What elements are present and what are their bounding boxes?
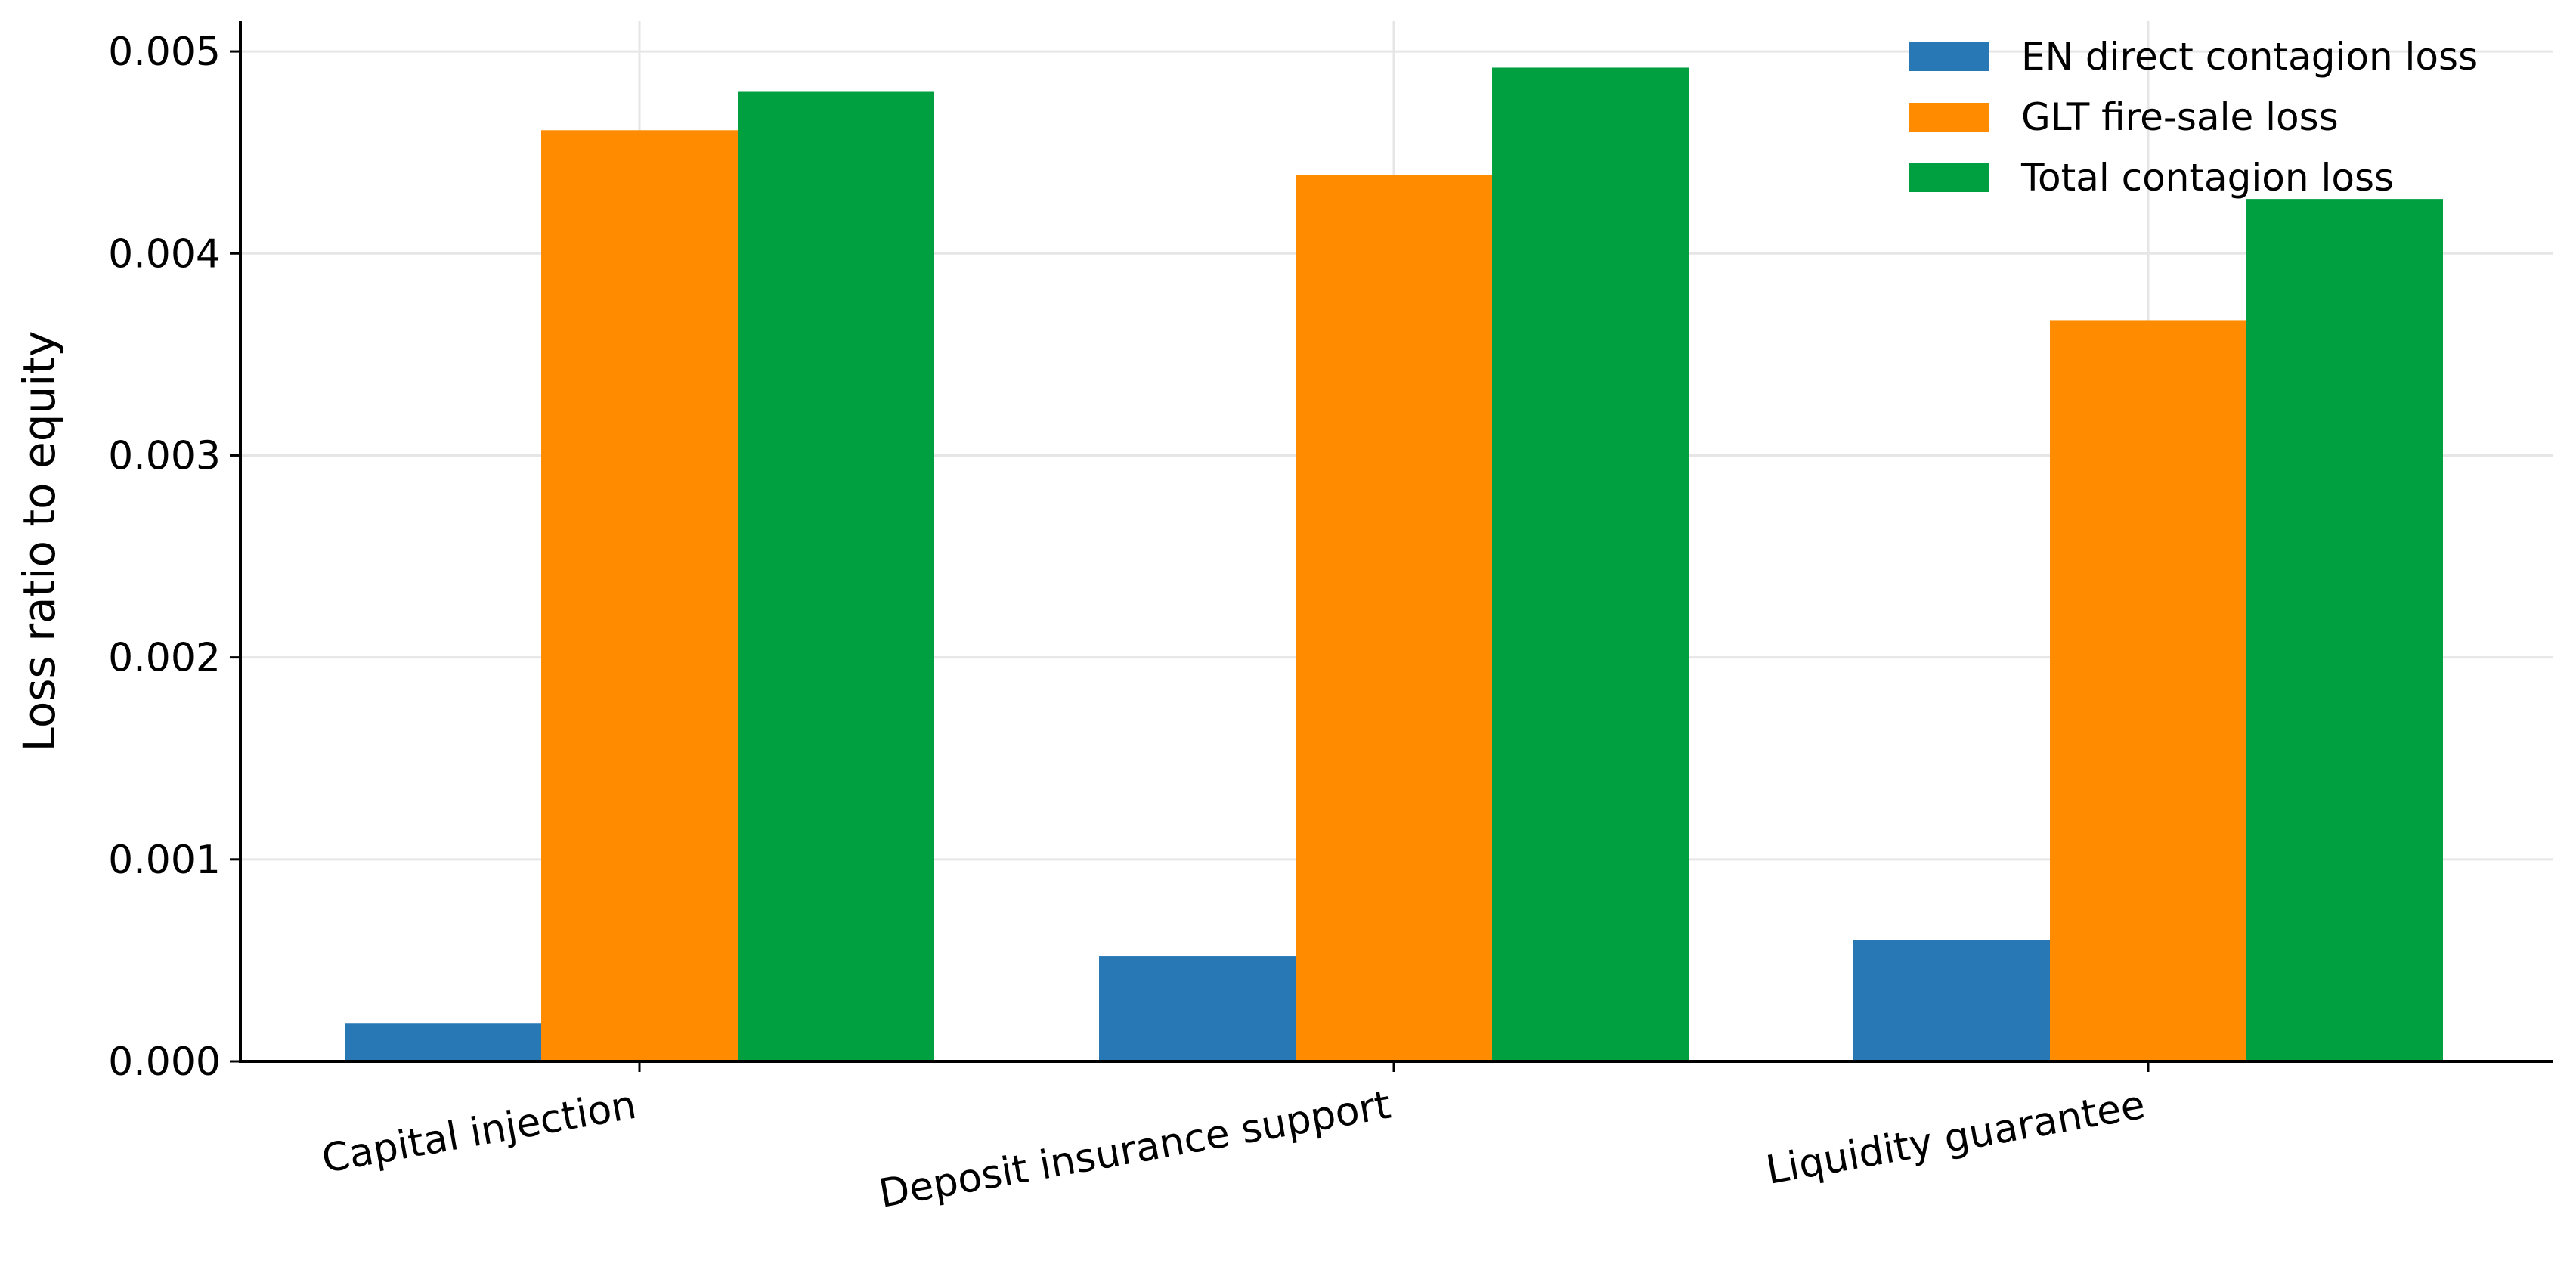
legend-label: Total contagion loss [2020,156,2394,200]
bar [2050,320,2246,1062]
axes [239,21,2553,1063]
y-tick-label: 0.003 [108,433,221,479]
legend-swatch [1909,103,1989,132]
legend-swatch [1909,163,1989,192]
y-tick-label: 0.002 [108,636,221,681]
legend-swatch [1909,42,1989,71]
x-ticks: Capital injection Deposit insurance suppo… [318,1061,2150,1217]
y-tick-label: 0.000 [108,1039,221,1085]
legend: EN direct contagion loss GLT fire-sale lo… [1909,35,2478,200]
bar [2246,199,2443,1062]
bar [1099,956,1296,1061]
bar [541,130,738,1061]
y-tick-label: 0.001 [108,838,221,883]
x-tick-label: Capital injection [318,1083,639,1182]
legend-label: EN direct contagion loss [2021,35,2478,79]
x-tick-label: Deposit insurance support [876,1083,1395,1217]
bar [1296,175,1492,1062]
bars [345,67,2443,1062]
y-axis-title: Loss ratio to equity [14,331,65,752]
y-tick-label: 0.005 [108,29,221,75]
y-tick-label: 0.004 [108,231,221,277]
y-ticks: 0.000 0.001 0.002 0.003 0.004 0.005 [108,29,240,1085]
bar [1492,67,1689,1062]
bar [738,91,934,1062]
bar [1853,940,2050,1061]
legend-label: GLT fire-sale loss [2021,95,2339,139]
x-tick-label: Liquidity guarantee [1763,1083,2148,1194]
bar [345,1023,541,1061]
